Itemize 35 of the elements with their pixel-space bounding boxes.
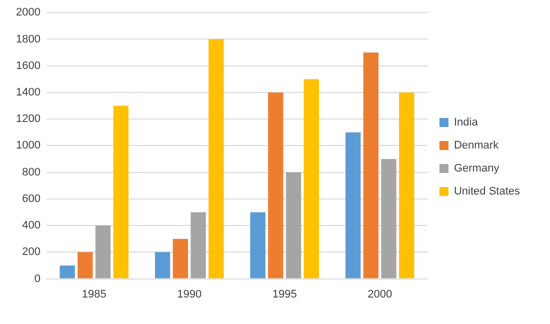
y-tick-label: 0 — [34, 272, 40, 285]
legend-label: United States — [454, 186, 520, 198]
bar — [304, 79, 319, 278]
bar — [381, 159, 396, 278]
bar — [399, 92, 414, 278]
bar — [268, 92, 284, 278]
y-tick-label: 200 — [22, 246, 40, 258]
y-tick-label: 1000 — [16, 140, 40, 152]
y-tick-label: 2000 — [16, 6, 40, 19]
x-tick-label: 1985 — [82, 288, 106, 300]
bar — [113, 106, 128, 278]
legend-label: Germany — [454, 162, 500, 175]
bar — [154, 252, 170, 278]
bar — [190, 212, 206, 278]
bar — [250, 212, 266, 278]
x-tick-label: 2000 — [368, 288, 392, 300]
bar — [286, 172, 302, 278]
y-tick-label: 800 — [22, 166, 40, 178]
x-tick-label: 1995 — [272, 288, 297, 300]
y-tick-label: 1200 — [16, 113, 40, 126]
y-tick-label: 1600 — [16, 60, 40, 72]
bar — [363, 52, 378, 278]
y-tick-label: 1800 — [16, 33, 40, 46]
y-tick-label: 600 — [22, 192, 40, 205]
y-tick-label: 1400 — [16, 86, 40, 98]
bar — [345, 132, 361, 278]
bar — [78, 252, 93, 278]
bar — [208, 39, 224, 278]
bar — [95, 226, 111, 278]
bar — [172, 238, 188, 278]
x-tick-label: 1990 — [177, 288, 202, 300]
legend-label: Denmark — [454, 140, 500, 152]
bar — [60, 265, 75, 278]
legend-label: India — [454, 116, 479, 129]
y-tick-label: 400 — [22, 220, 40, 232]
